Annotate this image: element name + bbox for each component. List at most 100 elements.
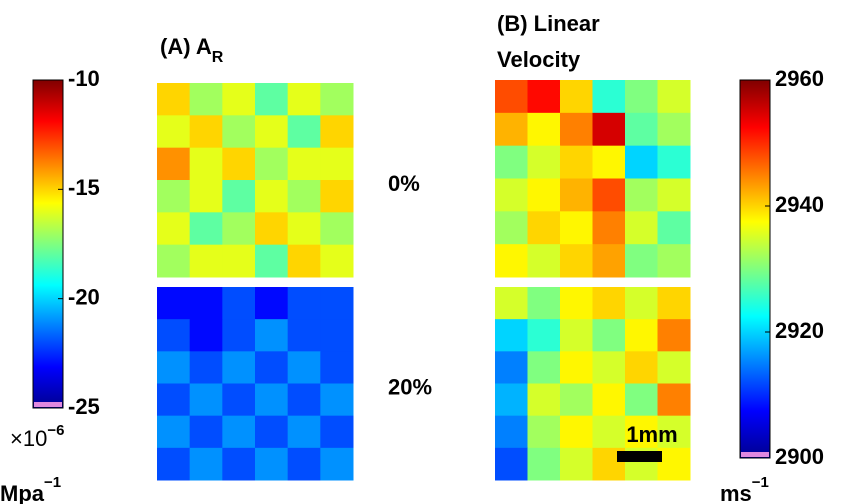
- heatmap-cell: [189, 180, 223, 213]
- heatmap-cell: [287, 351, 321, 384]
- heatmap-cell: [287, 212, 321, 246]
- unit: ms: [720, 481, 752, 504]
- heatmap-cell: [625, 178, 658, 212]
- heatmap-cell: [255, 287, 289, 320]
- colorbar-unit: ms−1: [720, 474, 769, 504]
- heatmap-cell: [527, 351, 561, 384]
- heatmap-cell: [255, 383, 289, 417]
- heatmap-cell: [157, 83, 191, 116]
- heatmap-cell: [527, 447, 561, 481]
- heatmap-cell: [255, 244, 289, 278]
- heatmap-cell: [157, 351, 191, 384]
- heatmap-cell: [560, 351, 593, 384]
- heatmap-cell: [189, 115, 223, 149]
- heatmap-cell: [222, 83, 256, 116]
- heatmap-cell: [189, 147, 223, 181]
- heatmap-cell: [527, 211, 561, 245]
- heatmap-cell: [527, 145, 561, 179]
- heatmap-cell: [320, 244, 354, 278]
- heatmap-cell: [320, 83, 354, 116]
- panel-title: (A) AR: [160, 34, 224, 66]
- heatmap-cell: [560, 244, 593, 278]
- colorbar: [32, 79, 64, 409]
- heatmap-cell: [320, 415, 354, 449]
- heatmap-cell: [222, 244, 256, 278]
- heatmap-cell: [189, 383, 223, 417]
- unit-exponent: −1: [44, 474, 61, 491]
- heatmap-cell: [625, 112, 658, 147]
- heatmap-cell: [189, 83, 223, 116]
- colorbar-tick-label: 2940: [775, 192, 824, 217]
- heatmap-cell: [560, 145, 593, 179]
- heatmap-cell: [287, 383, 321, 417]
- heatmap-cell: [560, 80, 593, 114]
- heatmap-cell: [287, 415, 321, 449]
- heatmap-cell: [157, 319, 191, 352]
- heatmap-cell: [157, 147, 191, 181]
- colorbar-tick-label: -15: [68, 175, 100, 200]
- heatmap-cell: [592, 80, 626, 114]
- heatmap-cell: [222, 383, 256, 417]
- heatmap-cell: [592, 319, 626, 352]
- heatmap-cell: [527, 383, 561, 417]
- heatmap-cell: [255, 212, 289, 246]
- heatmap-cell: [657, 319, 691, 352]
- heatmap-cell: [625, 415, 658, 449]
- title-text: (A) A: [160, 34, 212, 59]
- exponent: −6: [47, 422, 64, 439]
- heatmap-cell: [560, 211, 593, 245]
- heatmap-cell: [657, 415, 691, 449]
- heatmap-cell: [625, 287, 658, 320]
- heatmap-cell: [157, 180, 191, 213]
- heatmap-cell: [495, 383, 528, 417]
- heatmap-cell: [287, 287, 321, 320]
- heatmap-cell: [527, 80, 561, 114]
- heatmap-cell: [320, 319, 354, 352]
- heatmap-cell: [255, 83, 289, 116]
- panel-title: (B) Linear: [497, 11, 600, 36]
- heatmap-cell: [320, 287, 354, 320]
- heatmap-cell: [222, 319, 256, 352]
- heatmap-cell: [157, 447, 191, 481]
- heatmap-cell: [222, 147, 256, 181]
- heatmap-cell: [527, 178, 561, 212]
- heatmap-cell: [157, 115, 191, 149]
- heatmap-cell: [592, 415, 626, 449]
- heatmap-cell: [287, 115, 321, 149]
- heatmap-cell: [657, 211, 691, 245]
- heatmap-cell: [255, 351, 289, 384]
- unit: Mpa: [0, 481, 45, 504]
- heatmap-cell: [287, 147, 321, 181]
- heatmap-cell: [657, 447, 691, 481]
- heatmap-cell: [560, 287, 593, 320]
- multiplier: ×10: [10, 426, 47, 451]
- row-label: 0%: [388, 171, 420, 196]
- heatmap-cell: [625, 351, 658, 384]
- heatmap-cell: [657, 244, 691, 278]
- heatmap-cell: [320, 447, 354, 481]
- heatmap-cell: [255, 319, 289, 352]
- scale-bar: [617, 451, 662, 462]
- heatmap-cell: [625, 80, 658, 114]
- heatmap-cell: [287, 244, 321, 278]
- heatmap-cell: [157, 244, 191, 278]
- heatmap-cell: [527, 287, 561, 320]
- heatmap-cell: [560, 383, 593, 417]
- heatmap-cell: [527, 319, 561, 352]
- heatmap-cell: [657, 383, 691, 417]
- heatmap-cell: [495, 211, 528, 245]
- heatmap-cell: [495, 351, 528, 384]
- heatmap-cell: [657, 178, 691, 212]
- heatmap-cell: [222, 351, 256, 384]
- heatmap-cell: [657, 145, 691, 179]
- heatmap-cell: [592, 112, 626, 147]
- heatmap-cell: [560, 112, 593, 147]
- heatmap-cell: [495, 145, 528, 179]
- heatmap-cell: [495, 80, 528, 114]
- heatmap-cell: [287, 180, 321, 213]
- heatmap-cell: [592, 178, 626, 212]
- heatmap-cell: [189, 287, 223, 320]
- heatmap-cell: [189, 244, 223, 278]
- heatmap-cell: [625, 383, 658, 417]
